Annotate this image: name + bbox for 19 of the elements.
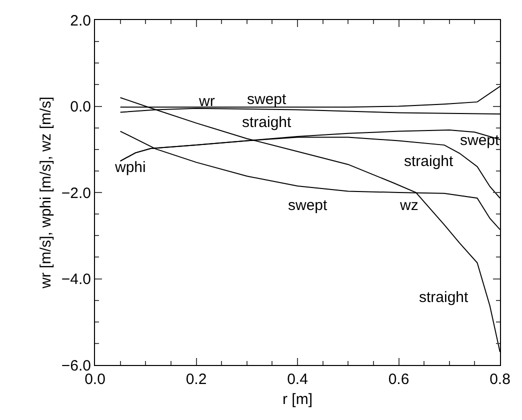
x-tick-label: 0.8 bbox=[490, 371, 510, 388]
x-axis-title: r [m] bbox=[282, 391, 312, 408]
x-tick-label: 0.2 bbox=[186, 371, 207, 388]
y-tick-label: 0.0 bbox=[70, 98, 91, 116]
annotation: straight bbox=[404, 153, 454, 170]
y-tick-label: −2.0 bbox=[61, 184, 91, 202]
annotation: wphi bbox=[114, 159, 146, 176]
annotation: wz bbox=[399, 197, 418, 214]
y-axis-title: wr [m/s], wphi [m/s], wz [m/s] bbox=[38, 96, 55, 290]
annotation: straight bbox=[242, 114, 292, 131]
y-tick-label: −4.0 bbox=[61, 271, 91, 288]
x-tick-label: 0.6 bbox=[388, 371, 410, 388]
annotation: swept bbox=[288, 197, 328, 214]
annotation: wr bbox=[198, 93, 215, 110]
y-tick-label: 2.0 bbox=[70, 12, 91, 30]
x-tick-label: 0.4 bbox=[287, 371, 308, 388]
annotation: swept bbox=[460, 132, 500, 149]
annotation: straight bbox=[419, 289, 470, 306]
annotation: swept bbox=[247, 91, 288, 108]
